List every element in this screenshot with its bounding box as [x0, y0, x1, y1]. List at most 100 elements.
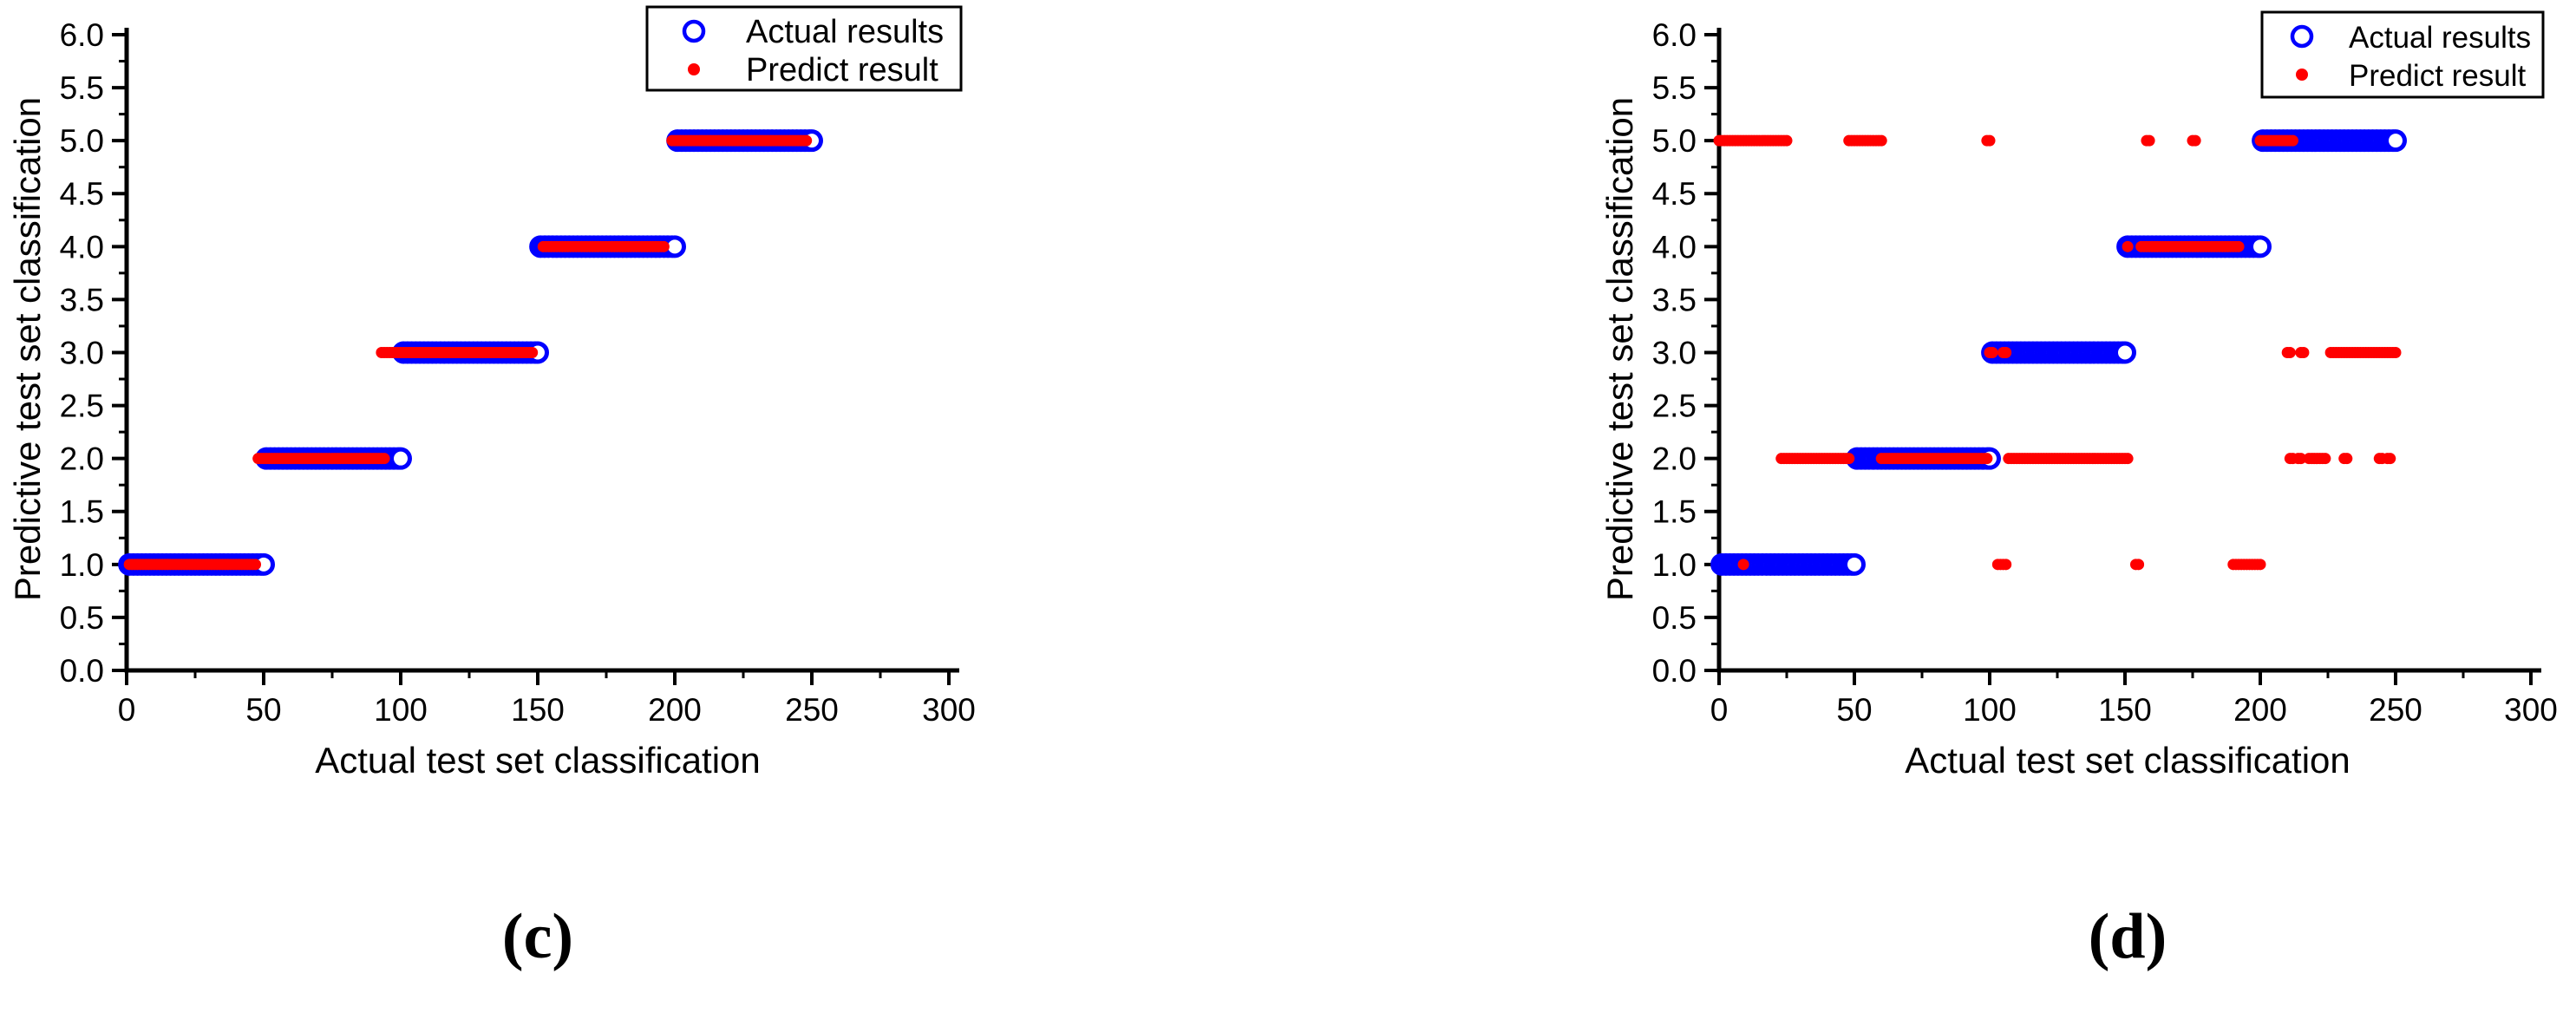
y-tick-label: 3.5 — [1652, 282, 1697, 317]
x-tick-label: 250 — [785, 692, 839, 728]
predict-result-series — [123, 134, 813, 571]
predict-result-series — [1713, 134, 2402, 571]
y-tick-label: 0.0 — [60, 653, 104, 689]
y-tick-label: 5.0 — [1652, 123, 1697, 159]
legend-predict-marker-icon — [2296, 69, 2308, 81]
y-tick-label: 6.0 — [1652, 17, 1697, 53]
y-axis-title: Predictive test set classification — [7, 97, 48, 601]
legend-box — [645, 5, 963, 92]
actual-point — [2114, 341, 2136, 364]
y-axis-ticks: 0.0 0.5 1.0 1.5 2.0 2.5 3.0 3.5 4.0 4.5 5.0 5.5 6.0 — [60, 17, 127, 689]
x-tick-label: 50 — [245, 692, 281, 728]
legend-box — [2260, 10, 2545, 99]
y-tick-label: 2.5 — [1652, 389, 1697, 424]
y-tick-label: 1.5 — [1652, 494, 1697, 530]
y-tick-label: 1.5 — [60, 494, 104, 530]
y-tick-label: 4.0 — [60, 229, 104, 265]
y-tick-label: 0.5 — [1652, 600, 1697, 636]
legend-predict-marker-icon — [688, 63, 700, 75]
actual-point — [2384, 129, 2407, 153]
x-axis-ticks: 0 50 100 150 200 250 300 — [118, 670, 976, 728]
predict-point — [1781, 134, 1793, 147]
y-tick-label: 3.0 — [60, 335, 104, 370]
predict-point — [526, 346, 539, 358]
predict-point — [2000, 346, 2012, 358]
predict-point — [1843, 453, 1855, 465]
scatter-plot-d: 0 50 100 150 200 250 300 0.0 0.5 1.0 1.5 2.0 2.5 3.0 3… — [1599, 10, 2558, 781]
y-tick-label: 5.5 — [1652, 70, 1697, 106]
legend-label: Actual results — [2349, 21, 2531, 55]
predict-point — [2390, 346, 2402, 358]
predict-point — [2319, 453, 2331, 465]
predict-point — [378, 453, 390, 465]
predict-point — [2298, 346, 2310, 358]
predict-point — [2384, 453, 2396, 465]
x-tick-label: 200 — [648, 692, 702, 728]
predict-point — [2286, 134, 2298, 147]
predict-point — [2295, 453, 2307, 465]
y-axis-title: Predictive test set classification — [1599, 97, 1640, 601]
predict-point — [1986, 346, 1998, 358]
panel-d: 0 50 100 150 200 250 300 0.0 0.5 1.0 1.5 2.0 2.5 3.0 3… — [1288, 0, 2576, 1013]
legend-label: Actual results — [746, 14, 944, 50]
predict-point — [2189, 134, 2201, 147]
x-tick-label: 100 — [374, 692, 428, 728]
caption-d: (d) — [2088, 901, 2167, 972]
predict-point — [1981, 453, 1993, 465]
x-tick-label: 300 — [922, 692, 976, 728]
x-tick-label: 200 — [2233, 692, 2287, 728]
predict-point — [1984, 134, 1996, 147]
y-tick-label: 4.5 — [1652, 176, 1697, 212]
y-tick-label: 2.0 — [60, 441, 104, 477]
x-axis-title: Actual test set classification — [1905, 740, 2350, 781]
predict-point — [2122, 240, 2134, 252]
legend-actual-marker-icon — [2290, 24, 2314, 49]
x-tick-label: 0 — [1710, 692, 1729, 728]
y-axis-ticks: 0.0 0.5 1.0 1.5 2.0 2.5 3.0 3.5 4.0 4.5 5.0 5.5 6.0 — [1652, 17, 1719, 689]
x-tick-label: 300 — [2504, 692, 2558, 728]
y-tick-label: 3.0 — [1652, 335, 1697, 370]
legend: Actual results Predict result — [2260, 10, 2545, 99]
predict-point — [2284, 346, 2296, 358]
predict-point — [2143, 134, 2155, 147]
actual-point — [2249, 235, 2272, 258]
predict-point — [2233, 240, 2245, 252]
y-tick-label: 3.5 — [60, 282, 104, 317]
x-axis-title: Actual test set classification — [315, 740, 761, 781]
actual-point — [1843, 552, 1866, 576]
x-tick-label: 150 — [511, 692, 565, 728]
predict-point — [2133, 559, 2145, 571]
predict-point — [1875, 134, 1887, 147]
x-tick-label: 250 — [2369, 692, 2422, 728]
predict-point — [2122, 453, 2134, 465]
predict-point — [801, 134, 813, 147]
panel-c: 0 50 100 150 200 250 300 0.0 0.5 1.0 1.5 2.0 2.5 3.0 3… — [7, 5, 976, 972]
legend-label: Predict result — [2349, 59, 2527, 93]
predict-point — [1737, 559, 1749, 571]
x-tick-label: 150 — [2098, 692, 2152, 728]
scatter-plot-c: 0 50 100 150 200 250 300 0.0 0.5 1.0 1.5 2.0 2.5 3.0 3… — [7, 5, 976, 781]
predict-point — [657, 240, 670, 252]
x-axis-ticks: 0 50 100 150 200 250 300 — [1710, 670, 2558, 728]
x-tick-label: 50 — [1836, 692, 1872, 728]
y-tick-label: 4.0 — [1652, 229, 1697, 265]
y-tick-label: 6.0 — [60, 17, 104, 53]
y-tick-label: 2.5 — [60, 389, 104, 424]
y-tick-label: 1.0 — [60, 547, 104, 583]
caption-c: (c) — [501, 901, 574, 972]
predict-point — [2000, 559, 2012, 571]
y-tick-label: 0.0 — [1652, 653, 1697, 689]
legend-actual-marker-icon — [682, 19, 706, 43]
y-tick-label: 5.0 — [60, 123, 104, 159]
predict-point — [250, 559, 262, 571]
y-tick-label: 4.5 — [60, 176, 104, 212]
legend-label: Predict result — [746, 52, 938, 88]
predict-point — [2254, 559, 2266, 571]
y-tick-label: 2.0 — [1652, 441, 1697, 477]
y-tick-label: 0.5 — [60, 600, 104, 636]
predict-point — [2341, 453, 2353, 465]
y-tick-label: 5.5 — [60, 70, 104, 106]
x-tick-label: 100 — [1963, 692, 2017, 728]
